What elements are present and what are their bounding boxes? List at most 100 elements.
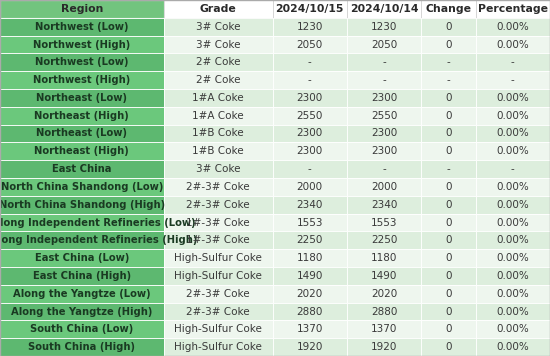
Bar [476, 53, 550, 71]
Text: Northeast (High): Northeast (High) [35, 146, 129, 156]
Text: South China (Low): South China (Low) [30, 324, 134, 334]
Bar [0, 71, 163, 89]
Text: 3# Coke: 3# Coke [196, 22, 240, 32]
Bar [476, 71, 550, 89]
Text: 0.00%: 0.00% [497, 146, 529, 156]
Bar [347, 267, 421, 285]
Bar [272, 320, 347, 338]
Bar [272, 107, 347, 125]
Text: 1180: 1180 [296, 253, 323, 263]
Bar [163, 53, 272, 71]
Text: -: - [308, 57, 311, 67]
Bar [163, 303, 272, 320]
Text: -: - [382, 164, 386, 174]
Bar [163, 196, 272, 214]
Bar [347, 53, 421, 71]
Text: 2050: 2050 [296, 40, 323, 49]
Bar [347, 285, 421, 303]
Text: 1180: 1180 [371, 253, 397, 263]
Text: East China (High): East China (High) [32, 271, 131, 281]
Bar [163, 107, 272, 125]
Bar [272, 338, 347, 356]
Bar [272, 36, 347, 53]
Bar [163, 18, 272, 36]
Text: Change: Change [425, 4, 471, 14]
Bar [476, 142, 550, 160]
Text: 2300: 2300 [371, 146, 397, 156]
Text: Northeast (Low): Northeast (Low) [36, 129, 127, 138]
Text: Northeast (High): Northeast (High) [35, 111, 129, 121]
Text: 0.00%: 0.00% [497, 218, 529, 227]
Bar [421, 320, 476, 338]
Bar [272, 89, 347, 107]
Text: East China (Low): East China (Low) [35, 253, 129, 263]
Bar [272, 249, 347, 267]
Bar [347, 338, 421, 356]
Bar [421, 107, 476, 125]
Text: 2880: 2880 [371, 307, 397, 316]
Bar [347, 303, 421, 320]
Text: 2250: 2250 [296, 235, 323, 245]
Text: 1370: 1370 [296, 324, 323, 334]
Text: 2550: 2550 [371, 111, 397, 121]
Bar [421, 178, 476, 196]
Bar [0, 231, 163, 249]
Bar [347, 107, 421, 125]
Text: 3# Coke: 3# Coke [196, 40, 240, 49]
Text: 2#-3# Coke: 2#-3# Coke [186, 307, 250, 316]
Bar [421, 71, 476, 89]
Text: 2#-3# Coke: 2#-3# Coke [186, 289, 250, 299]
Text: Region: Region [60, 4, 103, 14]
Text: 1553: 1553 [296, 218, 323, 227]
Bar [163, 71, 272, 89]
Bar [347, 71, 421, 89]
Bar [272, 71, 347, 89]
Text: Northeast (Low): Northeast (Low) [36, 93, 127, 103]
Text: 0: 0 [445, 111, 452, 121]
Bar [0, 142, 163, 160]
Bar [476, 18, 550, 36]
Bar [347, 18, 421, 36]
Text: 0: 0 [445, 324, 452, 334]
Bar [347, 160, 421, 178]
Bar [476, 178, 550, 196]
Text: -: - [447, 57, 450, 67]
Bar [272, 18, 347, 36]
Bar [163, 338, 272, 356]
Text: Percentage: Percentage [478, 4, 548, 14]
Text: 2020: 2020 [296, 289, 323, 299]
Text: 0: 0 [445, 235, 452, 245]
Text: 1490: 1490 [371, 271, 397, 281]
Text: 1#B Coke: 1#B Coke [192, 129, 244, 138]
Text: 1230: 1230 [371, 22, 397, 32]
Text: 0.00%: 0.00% [497, 200, 529, 210]
Text: 0.00%: 0.00% [497, 253, 529, 263]
Text: 2#-3# Coke: 2#-3# Coke [186, 200, 250, 210]
Text: 2300: 2300 [296, 129, 323, 138]
Bar [476, 125, 550, 142]
Bar [421, 125, 476, 142]
Bar [421, 249, 476, 267]
Text: 0: 0 [445, 40, 452, 49]
Bar [163, 89, 272, 107]
Bar [0, 178, 163, 196]
Bar [0, 214, 163, 231]
Bar [476, 267, 550, 285]
Bar [163, 267, 272, 285]
Bar [347, 0, 421, 18]
Bar [0, 125, 163, 142]
Text: Northwest (High): Northwest (High) [33, 75, 130, 85]
Bar [0, 249, 163, 267]
Bar [421, 338, 476, 356]
Bar [163, 36, 272, 53]
Text: 0: 0 [445, 307, 452, 316]
Bar [0, 36, 163, 53]
Bar [476, 214, 550, 231]
Text: -: - [511, 164, 515, 174]
Bar [0, 18, 163, 36]
Bar [0, 53, 163, 71]
Text: 2880: 2880 [296, 307, 323, 316]
Bar [347, 249, 421, 267]
Bar [163, 231, 272, 249]
Text: 1#-3# Coke: 1#-3# Coke [186, 218, 250, 227]
